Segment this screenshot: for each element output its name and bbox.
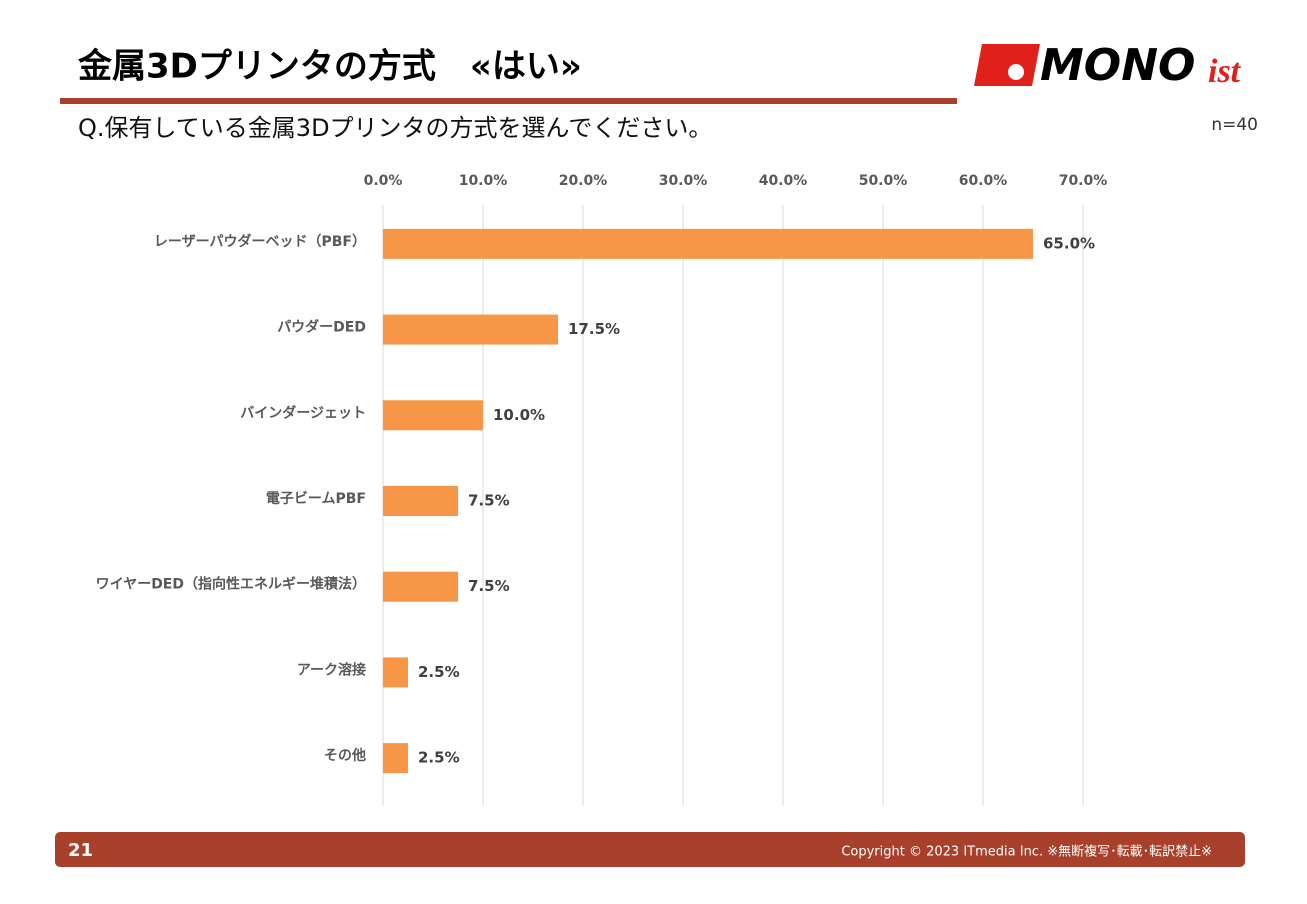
x-tick-label: 70.0%: [1059, 173, 1108, 189]
chart: 0.0% 10.0% 20.0% 30.0% 40.0% 50.0% 60.0% 70.0% レ…: [96, 173, 1108, 805]
logo: MONO ist: [974, 40, 1242, 91]
data-label: 2.5%: [418, 663, 460, 681]
bar: [383, 228, 1033, 259]
bar: [383, 486, 458, 516]
x-tick-label: 40.0%: [759, 173, 808, 189]
title-underline: [60, 98, 957, 104]
footer-bar: [55, 832, 1245, 867]
logo-gear: [1008, 64, 1024, 80]
data-label: 65.0%: [1043, 234, 1095, 252]
x-tick-label: 0.0%: [364, 173, 403, 189]
bar: [383, 400, 483, 431]
question: Q.保有している金属3Dプリンタの方式を選んでください。: [78, 114, 712, 142]
page-number: 21: [68, 840, 93, 861]
data-label: 2.5%: [418, 749, 460, 767]
y-tick-label: その他: [324, 747, 366, 764]
y-tick-label: 電子ビームPBF: [266, 490, 366, 507]
slide-title: 金属3Dプリンタの方式 «はい»: [77, 47, 582, 87]
y-tick-label: アーク溶接: [297, 661, 366, 678]
x-tick-label: 20.0%: [559, 173, 608, 189]
data-label: 7.5%: [468, 492, 510, 510]
x-tick-label: 50.0%: [859, 173, 908, 189]
y-tick-label: パウダーDED: [277, 319, 366, 336]
bar: [383, 571, 458, 602]
data-label: 10.0%: [493, 406, 545, 424]
bar: [383, 657, 408, 688]
logo-text: MONO: [1040, 40, 1195, 91]
bar: [383, 743, 408, 774]
data-label: 7.5%: [468, 577, 510, 595]
x-tick-label: 60.0%: [959, 173, 1008, 189]
logo-mark: [974, 44, 1040, 86]
y-tick-label: バインダージェット: [240, 404, 366, 421]
bar: [383, 314, 558, 345]
y-tick-label: ワイヤーDED（指向性エネルギー堆積法）: [96, 576, 366, 593]
y-tick-label: レーザーパウダーベッド（PBF）: [154, 233, 366, 250]
x-tick-label: 30.0%: [659, 173, 708, 189]
copyright: Copyright © 2023 ITmedia Inc. ※無断複写･転載･転…: [841, 844, 1212, 860]
logo-sub: ist: [1208, 53, 1242, 90]
data-label: 17.5%: [568, 320, 620, 338]
sample-size: n=40: [1211, 115, 1258, 135]
x-tick-label: 10.0%: [459, 173, 508, 189]
